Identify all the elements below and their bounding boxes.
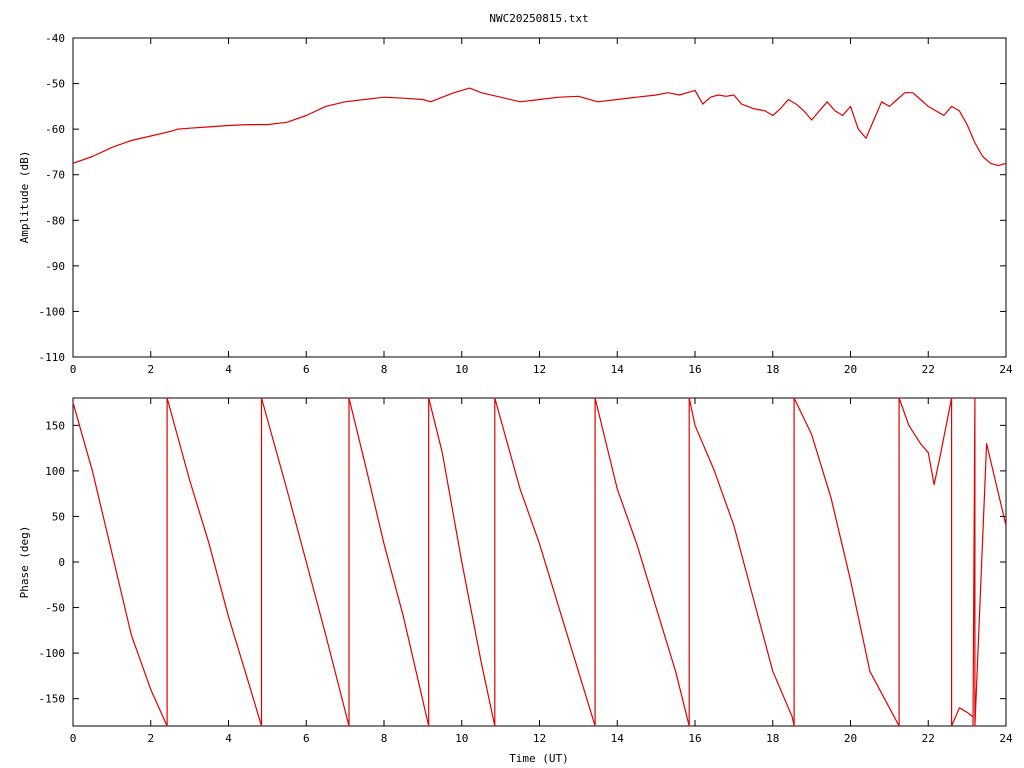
phase-panel: 0 2 4 6 8 10 12 14 16 18 20 22 24150100500-50-100-15… <box>18 397 1013 765</box>
phase-x-tick-label: 0 <box>70 732 77 745</box>
phase-x-tick-label: 8 <box>381 732 388 745</box>
amplitude-y-tick-label: -50 <box>45 78 65 91</box>
phase-y-axis-label: Phase (deg) <box>18 526 31 599</box>
phase-x-tick-label: 6 <box>303 732 310 745</box>
phase-y-tick-label: 100 <box>45 465 65 478</box>
amplitude-x-tick-label: 18 <box>766 363 779 376</box>
amplitude-x-tick-label: 4 <box>225 363 232 376</box>
phase-x-tick-label: 12 <box>533 732 546 745</box>
amplitude-y-tick-label: -80 <box>45 214 65 227</box>
amplitude-axis-ticks: 0 2 4 6 8 10 12 14 16 18 20 22 24-40-50-60-70-80-90-… <box>39 32 1013 376</box>
amplitude-y-tick-label: -60 <box>45 123 65 136</box>
phase-x-tick-label: 22 <box>922 732 935 745</box>
phase-x-tick-label: 24 <box>999 732 1013 745</box>
amplitude-y-tick-label: -110 <box>39 351 66 364</box>
amplitude-plot-frame <box>72 37 1007 358</box>
chart-title: NWC20250815.txt <box>489 12 588 25</box>
phase-x-tick-label: 20 <box>844 732 857 745</box>
amplitude-x-tick-label: 6 <box>303 363 310 376</box>
phase-y-tick-label: 150 <box>45 419 65 432</box>
phase-x-tick-label: 4 <box>225 732 232 745</box>
phase-y-tick-label: 0 <box>58 556 65 569</box>
amplitude-y-tick-label: -40 <box>45 32 65 45</box>
amplitude-x-tick-label: 8 <box>381 363 388 376</box>
amplitude-x-tick-label: 12 <box>533 363 546 376</box>
amplitude-x-tick-label: 2 <box>147 363 154 376</box>
phase-axis-ticks: 0 2 4 6 8 10 12 14 16 18 20 22 24150100500-50-100-15… <box>39 398 1013 745</box>
phase-x-tick-label: 18 <box>766 732 779 745</box>
phase-plot-frame <box>72 397 1007 727</box>
phase-y-tick-label: -150 <box>39 693 66 706</box>
phase-x-tick-label: 10 <box>455 732 468 745</box>
phase-y-tick-label: 50 <box>52 510 65 523</box>
amplitude-x-tick-label: 10 <box>455 363 468 376</box>
time-x-axis-label: Time (UT) <box>509 752 569 765</box>
amplitude-x-tick-label: 0 <box>70 363 77 376</box>
phase-x-tick-label: 16 <box>688 732 701 745</box>
amplitude-y-tick-label: -100 <box>39 305 66 318</box>
amplitude-x-tick-label: 22 <box>922 363 935 376</box>
phase-x-tick-label: 14 <box>611 732 625 745</box>
amplitude-y-tick-label: -70 <box>45 169 65 182</box>
phase-x-tick-label: 2 <box>147 732 154 745</box>
amplitude-x-tick-label: 24 <box>999 363 1013 376</box>
phase-y-tick-label: -100 <box>39 647 66 660</box>
amplitude-y-axis-label: Amplitude (dB) <box>18 151 31 244</box>
amplitude-series-line <box>72 87 1007 167</box>
phase-series-line <box>72 397 1007 727</box>
amplitude-x-tick-label: 20 <box>844 363 857 376</box>
amplitude-panel: 0 2 4 6 8 10 12 14 16 18 20 22 24-40-50-60-70-80-90-… <box>18 32 1013 376</box>
phase-y-tick-label: -50 <box>45 602 65 615</box>
amplitude-x-tick-label: 14 <box>611 363 625 376</box>
amplitude-y-tick-label: -90 <box>45 260 65 273</box>
amplitude-x-tick-label: 16 <box>688 363 701 376</box>
